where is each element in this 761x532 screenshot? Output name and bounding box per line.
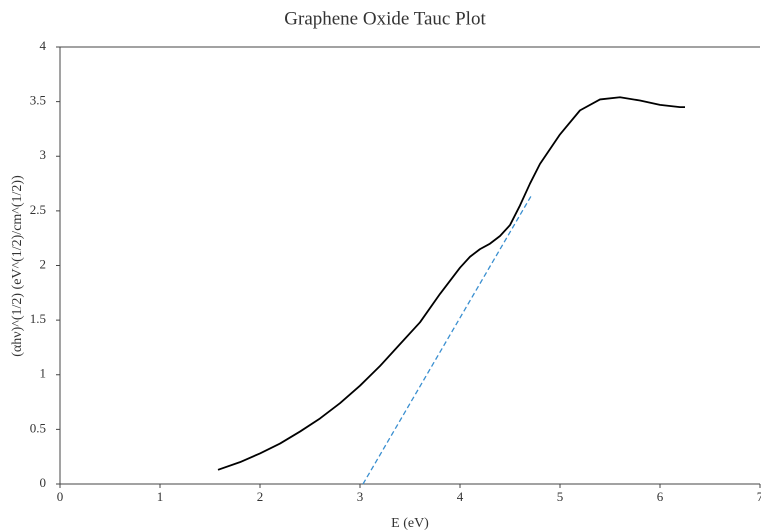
x-tick-label: 7 [757, 489, 761, 504]
data-line [217, 96, 685, 471]
y-tick-label: 0 [40, 475, 47, 490]
y-axis-label: (αhν)^(1/2) (eV^(1/2)/cm^(1/2)) [10, 175, 25, 357]
x-tick-label: 4 [457, 489, 464, 504]
y-tick-label: 3.5 [30, 93, 46, 108]
y-tick-label: 4 [40, 38, 47, 53]
y-tick-label: 3 [40, 147, 47, 162]
tangent-line [362, 194, 533, 485]
x-tick-label: 6 [657, 489, 664, 504]
y-tick-label: 1 [40, 366, 47, 381]
y-tick-label: 2 [40, 256, 47, 271]
y-tick-label: 1.5 [30, 311, 46, 326]
y-tick-label: 0.5 [30, 420, 46, 435]
x-tick-label: 3 [357, 489, 364, 504]
x-tick-label: 0 [57, 489, 64, 504]
chart-title: Graphene Oxide Tauc Plot [284, 8, 486, 29]
x-tick-label: 2 [257, 489, 264, 504]
x-axis-label: E (eV) [391, 516, 429, 531]
y-tick-label: 2.5 [30, 202, 46, 217]
x-tick-label: 1 [157, 489, 164, 504]
x-tick-label: 5 [557, 489, 564, 504]
